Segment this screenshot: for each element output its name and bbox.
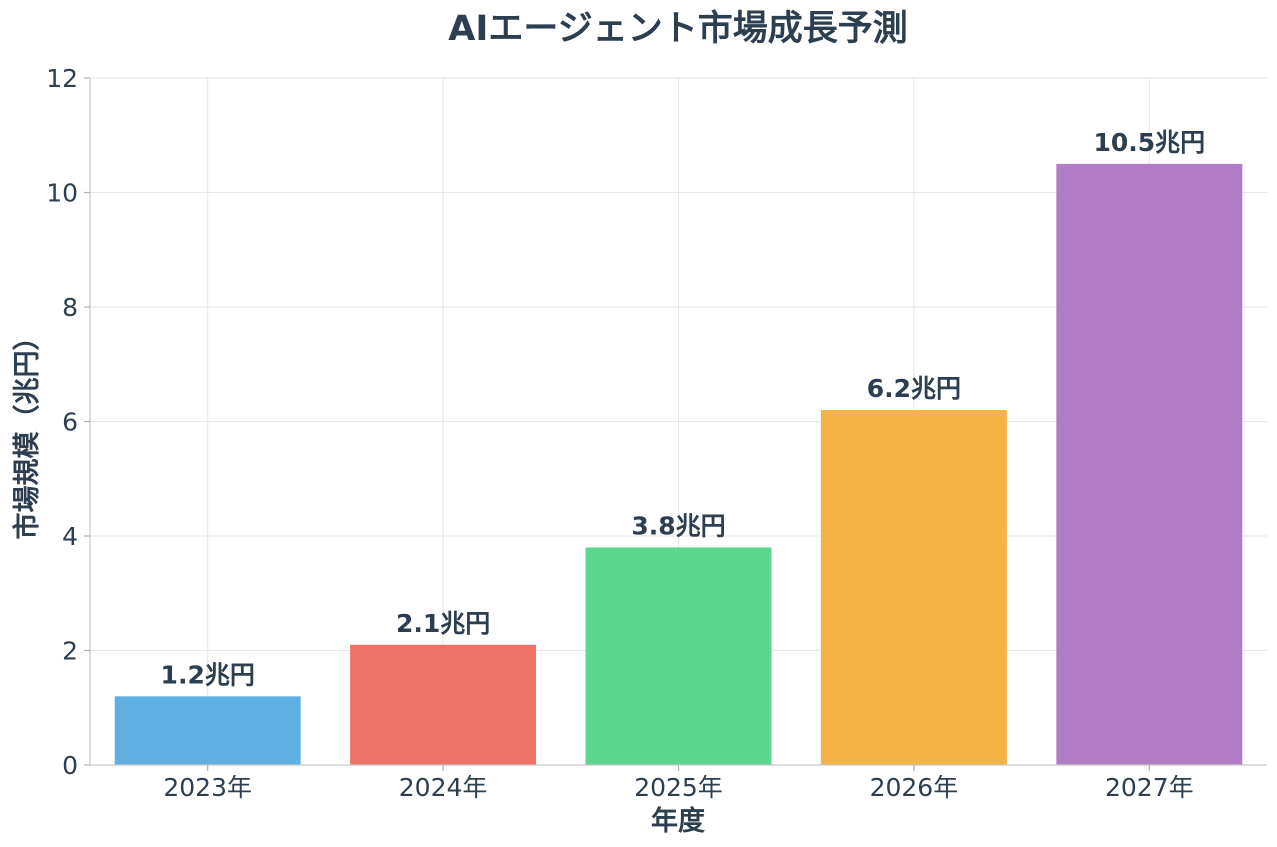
- value-labels: 1.2兆円 2.1兆円 3.8兆円 6.2兆円 10.5兆円: [161, 128, 1206, 689]
- value-label: 1.2兆円: [161, 660, 255, 689]
- y-tick-label: 2: [62, 637, 78, 666]
- chart-title: AIエージェント市場成長予測: [448, 9, 907, 49]
- bar-2025年: [585, 547, 772, 765]
- x-tick-label: 2023年: [163, 773, 252, 802]
- x-tick-label: 2027年: [1105, 773, 1194, 802]
- x-tick-label: 2025年: [634, 773, 723, 802]
- value-label: 6.2兆円: [867, 374, 961, 403]
- x-ticks: 2023年 2024年 2025年 2026年 2027年: [163, 765, 1194, 802]
- bar-2027年: [1056, 163, 1243, 765]
- value-label: 10.5兆円: [1093, 128, 1205, 157]
- x-tick-label: 2026年: [870, 773, 959, 802]
- bar-2026年: [820, 410, 1007, 765]
- y-tick-label: 4: [62, 522, 78, 551]
- value-label: 3.8兆円: [631, 511, 725, 540]
- x-tick-label: 2024年: [399, 773, 488, 802]
- x-axis-title: 年度: [651, 805, 705, 837]
- y-tick-label: 10: [46, 179, 78, 208]
- value-label: 2.1兆円: [396, 609, 490, 638]
- y-tick-label: 12: [46, 64, 78, 93]
- y-ticks: 0 2 4 6 8 10 12: [46, 64, 90, 780]
- bar-2023年: [114, 696, 301, 765]
- bar-2024年: [350, 644, 537, 765]
- y-tick-label: 8: [62, 293, 78, 322]
- y-axis-title: 市場規模（兆円）: [11, 324, 43, 540]
- y-tick-label: 6: [62, 408, 78, 437]
- bars: [114, 163, 1243, 765]
- y-tick-label: 0: [62, 751, 78, 780]
